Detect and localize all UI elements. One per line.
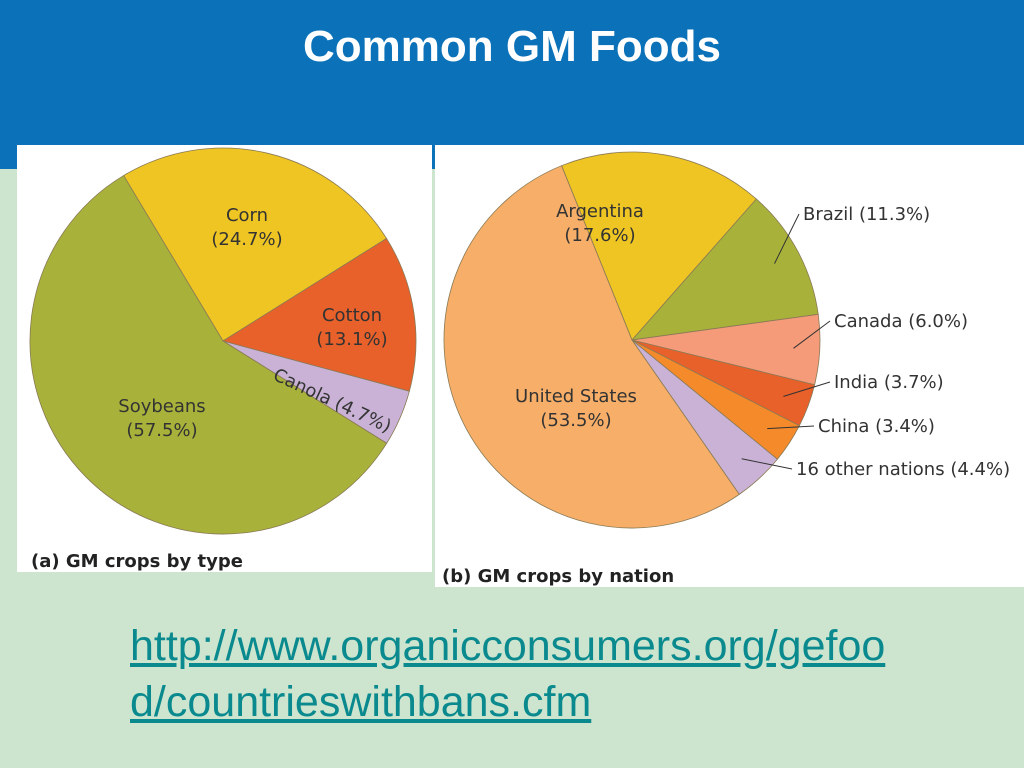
source-link[interactable]: http://www.organicconsumers.org/gefood/c… bbox=[130, 622, 886, 726]
header-strip-left bbox=[0, 145, 17, 169]
slice-label-16-other-nations: 16 other nations (4.4%) bbox=[796, 459, 1010, 480]
slice-label-cotton: Cotton bbox=[322, 305, 382, 326]
slice-label-india: India (3.7%) bbox=[834, 372, 944, 393]
leader-line-brazil bbox=[774, 213, 800, 264]
slice-value-corn: (24.7%) bbox=[211, 229, 282, 250]
slice-label-china: China (3.4%) bbox=[818, 416, 935, 437]
pie-chart-type: Corn(24.7%)Cotton(13.1%)Canola (4.7%)Soy… bbox=[29, 147, 417, 535]
slice-value-united-states: (53.5%) bbox=[540, 410, 611, 431]
leader-line-india bbox=[783, 381, 831, 397]
pie-slice-brazil bbox=[630, 198, 819, 341]
pie-slice-cotton bbox=[222, 237, 417, 392]
pie-slice-corn bbox=[123, 147, 388, 342]
slice-label-corn: Corn bbox=[226, 205, 268, 226]
chart-panel-nation: Argentina (17.6%) Brazil (11.3%) Canada (6.… bbox=[435, 145, 1024, 587]
slice-label-soybeans: Soybeans bbox=[118, 396, 205, 417]
slice-value-soybeans: (57.5%) bbox=[126, 420, 197, 441]
slice-label-united-states: United States bbox=[515, 386, 637, 407]
chart-caption-type: (a) GM crops by type bbox=[31, 551, 243, 572]
title-bar bbox=[0, 0, 1024, 145]
chart-caption-nation: (b) GM crops by nation bbox=[442, 566, 675, 587]
header-strip-divider bbox=[432, 145, 435, 169]
pie-slice-soybeans bbox=[29, 175, 388, 535]
pie-slice-united-states bbox=[443, 165, 740, 529]
slice-value-argentina: (17.6%) bbox=[564, 225, 635, 246]
pie-slice-argentina bbox=[561, 151, 757, 341]
slice-label-brazil: Brazil (11.3%) bbox=[803, 204, 930, 225]
slice-label-argentina: Argentina bbox=[556, 201, 644, 222]
pie-chart-nation: Argentina (17.6%) Brazil (11.3%) Canada (6.… bbox=[443, 151, 1010, 529]
slide-title: Common GM Foods bbox=[303, 22, 721, 71]
chart-panel-type: Corn (24.7%) Cotton (13.1%) Canola (4.7%) Soy… bbox=[17, 145, 432, 572]
leader-line-china bbox=[767, 425, 815, 430]
leader-line-16-other-nations bbox=[741, 458, 793, 470]
leader-line-canada bbox=[793, 320, 831, 349]
slice-label-canada: Canada (6.0%) bbox=[834, 311, 968, 332]
slice-value-cotton: (13.1%) bbox=[316, 329, 387, 350]
